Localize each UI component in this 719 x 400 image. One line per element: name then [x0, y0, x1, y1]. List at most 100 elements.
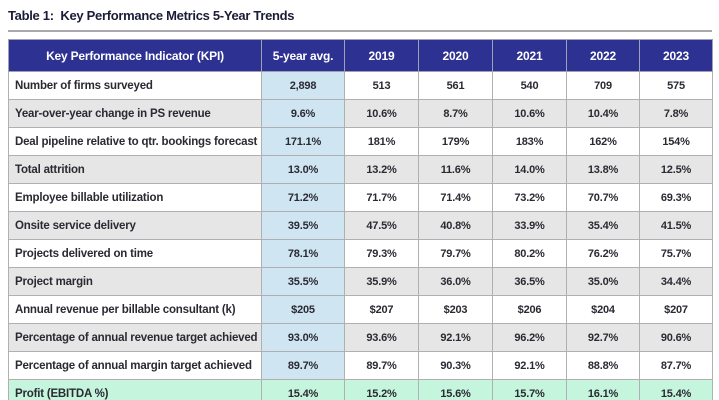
value-cell: 92.7%: [566, 323, 640, 352]
kpi-cell: Profit (EBITDA %): [8, 379, 262, 400]
value-cell: 34.4%: [639, 267, 713, 296]
value-cell: 71.2%: [261, 183, 345, 212]
profit-row: Profit (EBITDA %) 15.4% 15.2% 15.6% 15.7% 16.…: [8, 379, 713, 400]
value-cell: 16.1%: [566, 379, 640, 400]
value-cell: $205: [261, 295, 345, 324]
kpi-cell: Onsite service delivery: [8, 211, 262, 240]
table-row: Project margin 35.5% 35.9% 36.0% 36.5% 35.0% 3…: [8, 267, 713, 296]
value-cell: $203: [418, 295, 493, 324]
value-cell: 78.1%: [261, 239, 345, 268]
value-cell: 10.6%: [344, 99, 419, 128]
value-cell: 73.2%: [492, 183, 567, 212]
value-cell: 36.5%: [492, 267, 567, 296]
table-row: Employee billable utilization 71.2% 71.7% 7…: [8, 183, 713, 212]
value-cell: 13.8%: [566, 155, 640, 184]
table-header: Key Performance Indicator (KPI) 5-year a…: [8, 39, 713, 72]
value-cell: 35.4%: [566, 211, 640, 240]
value-cell: 93.6%: [344, 323, 419, 352]
value-cell: 575: [639, 71, 713, 100]
value-cell: 39.5%: [261, 211, 345, 240]
value-cell: 709: [566, 71, 640, 100]
value-cell: 9.6%: [261, 99, 345, 128]
column-header-2021: 2021: [492, 39, 567, 72]
value-cell: 179%: [418, 127, 493, 156]
kpi-cell: Project margin: [8, 267, 262, 296]
value-cell: 183%: [492, 127, 567, 156]
column-header-kpi: Key Performance Indicator (KPI): [8, 39, 262, 72]
kpi-cell: Employee billable utilization: [8, 183, 262, 212]
value-cell: 12.5%: [639, 155, 713, 184]
kpi-cell: Year-over-year change in PS revenue: [8, 99, 262, 128]
kpi-metrics-table: Key Performance Indicator (KPI) 5-year a…: [8, 39, 713, 400]
kpi-cell: Deal pipeline relative to qtr. bookings …: [8, 127, 262, 156]
value-cell: 8.7%: [418, 99, 493, 128]
table-row: Year-over-year change in PS revenue 9.6% 1…: [8, 99, 713, 128]
value-cell: 70.7%: [566, 183, 640, 212]
table-row: Projects delivered on time 78.1% 79.3% 79.7…: [8, 239, 713, 268]
value-cell: 75.7%: [639, 239, 713, 268]
value-cell: 513: [344, 71, 419, 100]
value-cell: 69.3%: [639, 183, 713, 212]
value-cell: 88.8%: [566, 351, 640, 380]
header-row: Key Performance Indicator (KPI) 5-year a…: [8, 39, 713, 72]
table-row: Annual revenue per billable consultant (…: [8, 295, 713, 324]
kpi-cell: Percentage of annual margin target achie…: [8, 351, 262, 380]
value-cell: 71.7%: [344, 183, 419, 212]
value-cell: 35.5%: [261, 267, 345, 296]
value-cell: 35.9%: [344, 267, 419, 296]
value-cell: 171.1%: [261, 127, 345, 156]
value-cell: 79.3%: [344, 239, 419, 268]
value-cell: 87.7%: [639, 351, 713, 380]
value-cell: 15.2%: [344, 379, 419, 400]
value-cell: 71.4%: [418, 183, 493, 212]
value-cell: $207: [639, 295, 713, 324]
table-row: Percentage of annual revenue target achi…: [8, 323, 713, 352]
kpi-cell: Annual revenue per billable consultant (…: [8, 295, 262, 324]
value-cell: 47.5%: [344, 211, 419, 240]
value-cell: 15.4%: [261, 379, 345, 400]
kpi-cell: Projects delivered on time: [8, 239, 262, 268]
value-cell: 561: [418, 71, 493, 100]
title-divider: [8, 30, 712, 32]
value-cell: 89.7%: [261, 351, 345, 380]
value-cell: 11.6%: [418, 155, 493, 184]
value-cell: 2,898: [261, 71, 345, 100]
value-cell: 90.6%: [639, 323, 713, 352]
value-cell: 89.7%: [344, 351, 419, 380]
value-cell: 36.0%: [418, 267, 493, 296]
column-header-2023: 2023: [639, 39, 713, 72]
kpi-cell: Number of firms surveyed: [8, 71, 262, 100]
value-cell: 13.0%: [261, 155, 345, 184]
table-body: Number of firms surveyed 2,898 513 561 540 70…: [8, 71, 713, 400]
value-cell: 13.2%: [344, 155, 419, 184]
table-row: Deal pipeline relative to qtr. bookings …: [8, 127, 713, 156]
value-cell: 10.4%: [566, 99, 640, 128]
value-cell: 93.0%: [261, 323, 345, 352]
value-cell: 15.7%: [492, 379, 567, 400]
table-row: Number of firms surveyed 2,898 513 561 540 70…: [8, 71, 713, 100]
value-cell: 540: [492, 71, 567, 100]
value-cell: 92.1%: [492, 351, 567, 380]
value-cell: 162%: [566, 127, 640, 156]
value-cell: 96.2%: [492, 323, 567, 352]
kpi-cell: Total attrition: [8, 155, 262, 184]
value-cell: 154%: [639, 127, 713, 156]
column-header-2022: 2022: [566, 39, 640, 72]
value-cell: $206: [492, 295, 567, 324]
value-cell: 80.2%: [492, 239, 567, 268]
value-cell: 41.5%: [639, 211, 713, 240]
table-row: Percentage of annual margin target achie…: [8, 351, 713, 380]
table-title: Table 1: Key Performance Metrics 5-Year …: [8, 8, 295, 23]
value-cell: 33.9%: [492, 211, 567, 240]
value-cell: 76.2%: [566, 239, 640, 268]
value-cell: $207: [344, 295, 419, 324]
value-cell: 7.8%: [639, 99, 713, 128]
value-cell: 15.4%: [639, 379, 713, 400]
value-cell: 15.6%: [418, 379, 493, 400]
column-header-avg: 5-year avg.: [261, 39, 345, 72]
value-cell: 35.0%: [566, 267, 640, 296]
table-row: Onsite service delivery 39.5% 47.5% 40.8% 33…: [8, 211, 713, 240]
value-cell: 92.1%: [418, 323, 493, 352]
value-cell: 10.6%: [492, 99, 567, 128]
